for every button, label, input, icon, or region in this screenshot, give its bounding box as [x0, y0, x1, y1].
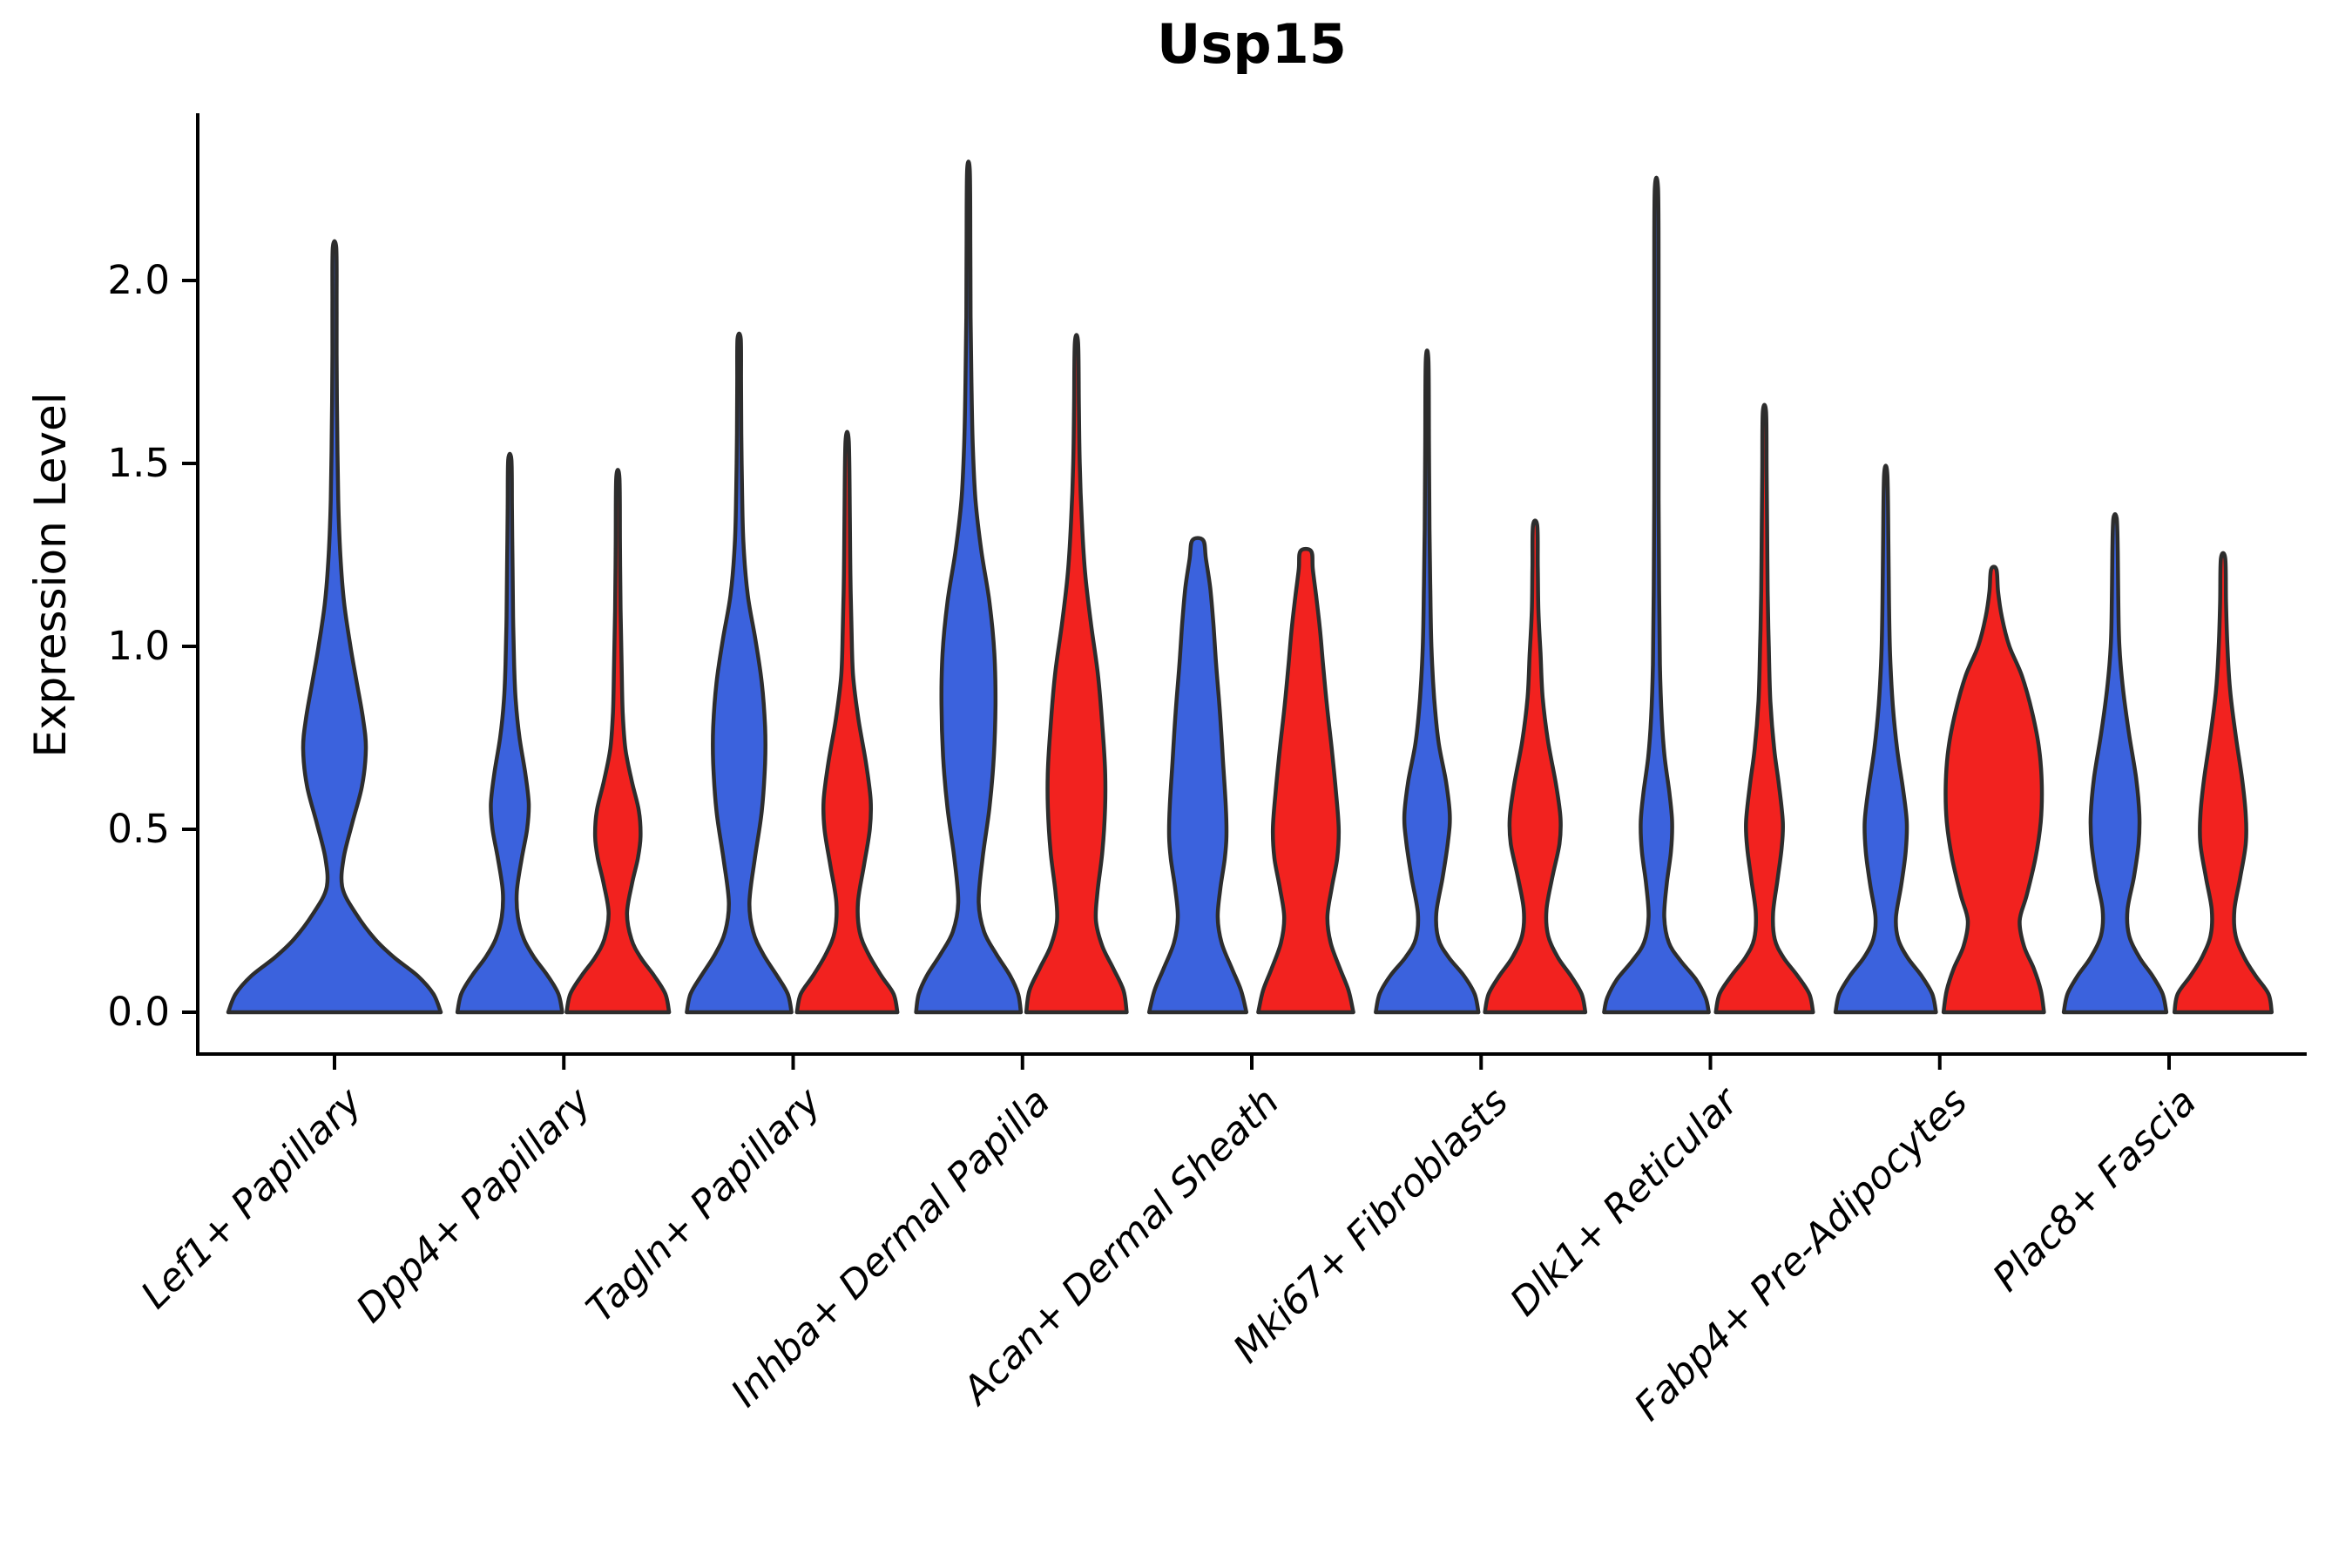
violin-blue-plac8-fascia	[2061, 512, 2169, 1015]
violin-blue-dpp4-papillary	[455, 451, 564, 1015]
y-tick-label: 1.5	[107, 440, 170, 486]
violin-red-tagln-papillary	[794, 429, 900, 1015]
violin-red-fabp4-pre-adipocytes	[1941, 564, 2046, 1015]
violin-red-dlk1-reticular	[1713, 402, 1815, 1015]
y-tick-label: 2.0	[107, 257, 170, 303]
y-tick-label: 0.5	[107, 806, 170, 852]
violin-red-plac8-fascia	[2172, 551, 2274, 1015]
y-tick-label: 0.0	[107, 989, 170, 1035]
violin-blue-dlk1-reticular	[1602, 175, 1711, 1015]
chart-title: Usp15	[1157, 12, 1347, 76]
violin-blue-tagln-papillary	[685, 331, 794, 1015]
violin-red-mki67-fibroblasts	[1483, 518, 1588, 1015]
violin-red-inhba-dermal-papilla	[1024, 333, 1129, 1015]
violin-blue-fabp4-pre-adipocytes	[1833, 463, 1938, 1015]
y-tick-label: 1.0	[107, 623, 170, 669]
violin-blue-lef1-papillary	[226, 239, 443, 1015]
violin-red-dpp4-papillary	[564, 468, 672, 1015]
violin-blue-inhba-dermal-papilla	[914, 159, 1024, 1015]
violin-red-acan-dermal-sheath	[1256, 546, 1355, 1015]
violin-blue-acan-dermal-sheath	[1146, 536, 1249, 1015]
violin-blue-mki67-fibroblasts	[1374, 348, 1481, 1015]
